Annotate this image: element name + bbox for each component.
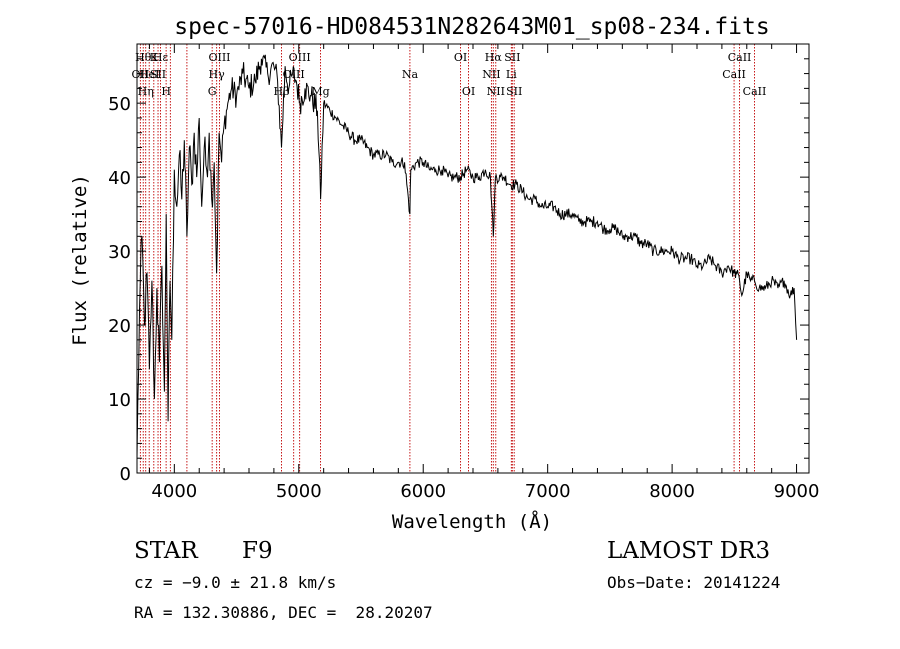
spectral-line-label: OI xyxy=(462,85,475,98)
chart-title: spec-57016-HD084531N282643M01_sp08-234.f… xyxy=(174,14,769,40)
y-tick-label: 20 xyxy=(108,316,131,337)
x-tick-label: 9000 xyxy=(774,481,820,502)
sky-coordinates: RA = 132.30886, DEC = 28.20207 xyxy=(134,603,433,622)
spectral-line-label: SII xyxy=(150,68,166,81)
object-class: STAR xyxy=(134,538,198,564)
y-tick-label: 40 xyxy=(108,168,131,189)
x-tick-label: 5000 xyxy=(276,481,322,502)
y-tick-label: 30 xyxy=(108,242,131,263)
spectral-line-label: SII xyxy=(504,51,520,64)
spectral-line-label: CaII xyxy=(743,85,767,98)
spectral-line-label: Hε xyxy=(153,51,169,64)
spectral-line-label: Hη xyxy=(138,85,154,98)
spectral-line-label: Li xyxy=(506,68,517,81)
plot-frame xyxy=(136,43,810,474)
spectral-line-label: OIII xyxy=(289,51,311,64)
x-axis-label: Wavelength (Å) xyxy=(392,510,552,533)
survey-name: LAMOST DR3 xyxy=(607,538,771,564)
y-tick-label: 0 xyxy=(120,464,131,485)
spectral-line-label: Hγ xyxy=(209,68,226,81)
redshift-velocity: cz = −9.0 ± 21.8 km/s xyxy=(134,573,337,592)
spectral-line-label: H xyxy=(161,85,171,98)
y-axis-label: Flux (relative) xyxy=(69,174,91,346)
spectrum-line xyxy=(136,54,798,459)
spectral-line-label: HeI xyxy=(139,68,159,81)
spectral-line-label: G xyxy=(208,85,217,98)
observation-date: Obs−Date: 20141224 xyxy=(607,573,781,592)
x-tick-label: 8000 xyxy=(649,481,695,502)
spectral-line-label: SII xyxy=(506,85,522,98)
spectral-line-label: OIII xyxy=(208,51,230,64)
x-tick-label: 6000 xyxy=(400,481,446,502)
spectral-line-label: NII xyxy=(487,85,505,98)
spectral-line-label: OIII xyxy=(283,68,305,81)
spectral-line-label: Hθ xyxy=(135,51,152,64)
spectral-line-label: OI xyxy=(454,51,467,64)
y-axis-ticks: 0 10 20 30 40 50 xyxy=(108,58,809,485)
spectral-line-label: K xyxy=(150,51,159,64)
spectral-line-label: Hα xyxy=(485,51,503,64)
spectral-line-label: OII xyxy=(132,68,150,81)
y-tick-label: 10 xyxy=(108,390,131,411)
spectral-line-label: CaII xyxy=(722,68,746,81)
spectral-line-markers xyxy=(139,44,755,473)
spectral-line-label: Na xyxy=(402,68,419,81)
spectral-line-label: CaII xyxy=(728,51,752,64)
x-tick-label: 4000 xyxy=(151,481,197,502)
x-axis-ticks: 4000 5000 6000 7000 8000 9000 xyxy=(148,44,820,502)
object-subclass: F9 xyxy=(242,538,273,564)
y-tick-label: 50 xyxy=(108,94,131,115)
x-tick-label: 7000 xyxy=(525,481,571,502)
spectral-line-label: NII xyxy=(482,68,500,81)
